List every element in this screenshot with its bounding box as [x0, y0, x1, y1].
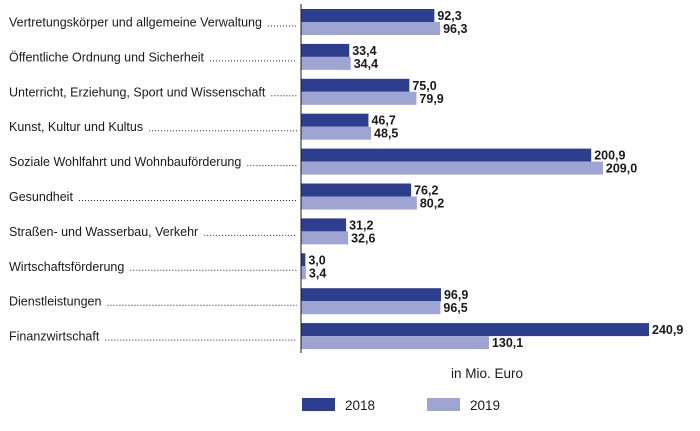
value-label: 80,2 [420, 197, 444, 211]
value-label: 79,9 [419, 92, 443, 106]
value-label: 3,0 [308, 253, 325, 267]
bar-2019 [301, 196, 417, 210]
unit-label: in Mio. Euro [451, 366, 523, 381]
value-label: 96,5 [443, 301, 467, 315]
value-label: 76,2 [414, 184, 438, 198]
value-label: 46,7 [371, 114, 395, 128]
value-label: 200,9 [594, 149, 625, 163]
category-label: Vertretungskörper und allgemeine Verwalt… [9, 16, 262, 30]
bar-2019 [301, 231, 349, 245]
category-label: Kunst, Kultur und Kultus [9, 120, 143, 134]
category-label: Unterricht, Erziehung, Sport und Wissens… [9, 85, 266, 99]
value-label: 96,9 [444, 288, 468, 302]
bar-2019 [301, 336, 489, 350]
category-labels: Vertretungskörper und allgemeine Verwalt… [9, 16, 297, 344]
bar-2019 [301, 56, 351, 70]
value-label: 75,0 [412, 79, 436, 93]
legend: 2018 2019 [302, 398, 500, 413]
bar-2019 [301, 22, 441, 35]
bar-2019 [301, 161, 603, 175]
bar-2018 [301, 323, 649, 337]
bar-2019 [301, 301, 441, 315]
value-label: 34,4 [354, 57, 378, 71]
value-labels: 92,396,3 33,434,4 75,079,9 46,748,5 200,9209… [308, 9, 683, 350]
value-label: 130,1 [492, 336, 523, 350]
bar-2019 [301, 266, 306, 280]
legend-swatch-2018 [302, 398, 335, 411]
bar-2018 [301, 183, 412, 197]
category-label: Finanzwirtschaft [9, 330, 100, 344]
legend-label-2019: 2019 [470, 398, 500, 413]
value-label: 96,3 [443, 22, 467, 36]
category-label: Soziale Wohlfahrt und Wohnbauförderung [9, 155, 241, 169]
category-label: Dienstleistungen [9, 295, 101, 309]
category-label: Öffentliche Ordnung und Sicherheit [9, 50, 205, 64]
bar-2018 [301, 148, 592, 162]
legend-label-2018: 2018 [345, 398, 375, 413]
bar-2019 [301, 91, 417, 105]
value-label: 240,9 [652, 323, 683, 337]
value-label: 32,6 [351, 231, 375, 245]
value-label: 209,0 [606, 162, 637, 176]
category-label: Straßen- und Wasserbau, Verkehr [9, 225, 198, 239]
legend-swatch-2019 [427, 398, 460, 411]
value-label: 92,3 [437, 9, 461, 23]
bar-2018 [301, 43, 350, 57]
bars [301, 9, 649, 350]
bar-2018 [301, 9, 435, 22]
value-label: 3,4 [309, 266, 326, 280]
bar-2018 [301, 288, 441, 302]
value-label: 31,2 [349, 218, 373, 232]
bar-2018 [301, 253, 306, 267]
bar-2018 [301, 113, 369, 127]
category-label: Gesundheit [9, 190, 73, 204]
bar-2018 [301, 218, 347, 232]
value-label: 48,5 [374, 127, 398, 141]
bar-2018 [301, 78, 410, 92]
bar-2019 [301, 126, 372, 140]
category-label: Wirtschaftsförderung [9, 260, 124, 274]
value-label: 33,4 [352, 44, 376, 58]
